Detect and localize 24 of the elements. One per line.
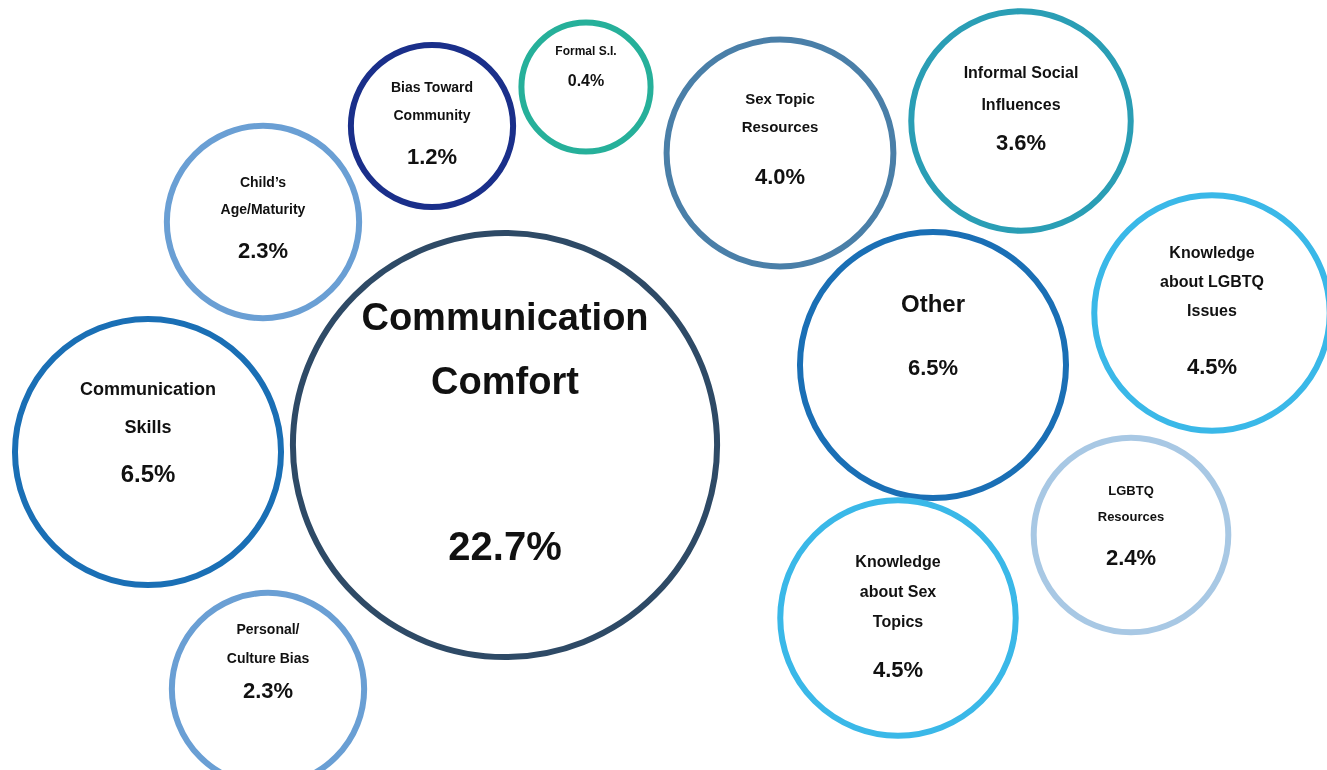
data-label: 3.6% — [995, 130, 1047, 155]
category-label: Sex Topic Resources — [741, 90, 819, 135]
data-label: 1.2% — [406, 144, 458, 169]
category-label: Other — [900, 290, 966, 317]
data-label: 4.0% — [754, 164, 806, 189]
data-label: 2.4% — [1105, 545, 1157, 570]
category-label: Child’s Age/Maturity — [220, 174, 306, 217]
category-label: Communication Comfort — [361, 296, 649, 402]
category-label: LGBTQ Resources — [1097, 483, 1165, 524]
data-label: 4.5% — [1186, 354, 1238, 379]
category-label: Informal Social Influences — [963, 64, 1079, 113]
data-label: 6.5% — [907, 355, 959, 380]
data-label: 6.5% — [120, 460, 176, 487]
data-label: 4.5% — [872, 657, 924, 682]
category-label: Personal/ Culture Bias — [226, 621, 310, 666]
data-label: 0.4% — [567, 72, 605, 89]
data-label: 22.7% — [448, 524, 562, 568]
category-label: Formal S.I. — [555, 44, 617, 58]
category-label: Knowledge about Sex Topics — [855, 553, 941, 630]
category-label: Knowledge about LGBTQ Issues — [1160, 244, 1264, 319]
data-label: 2.3% — [242, 678, 294, 703]
category-label: Bias Toward Community — [390, 79, 474, 123]
data-label: 2.3% — [237, 238, 289, 263]
category-label: Communication Skills — [79, 379, 217, 437]
